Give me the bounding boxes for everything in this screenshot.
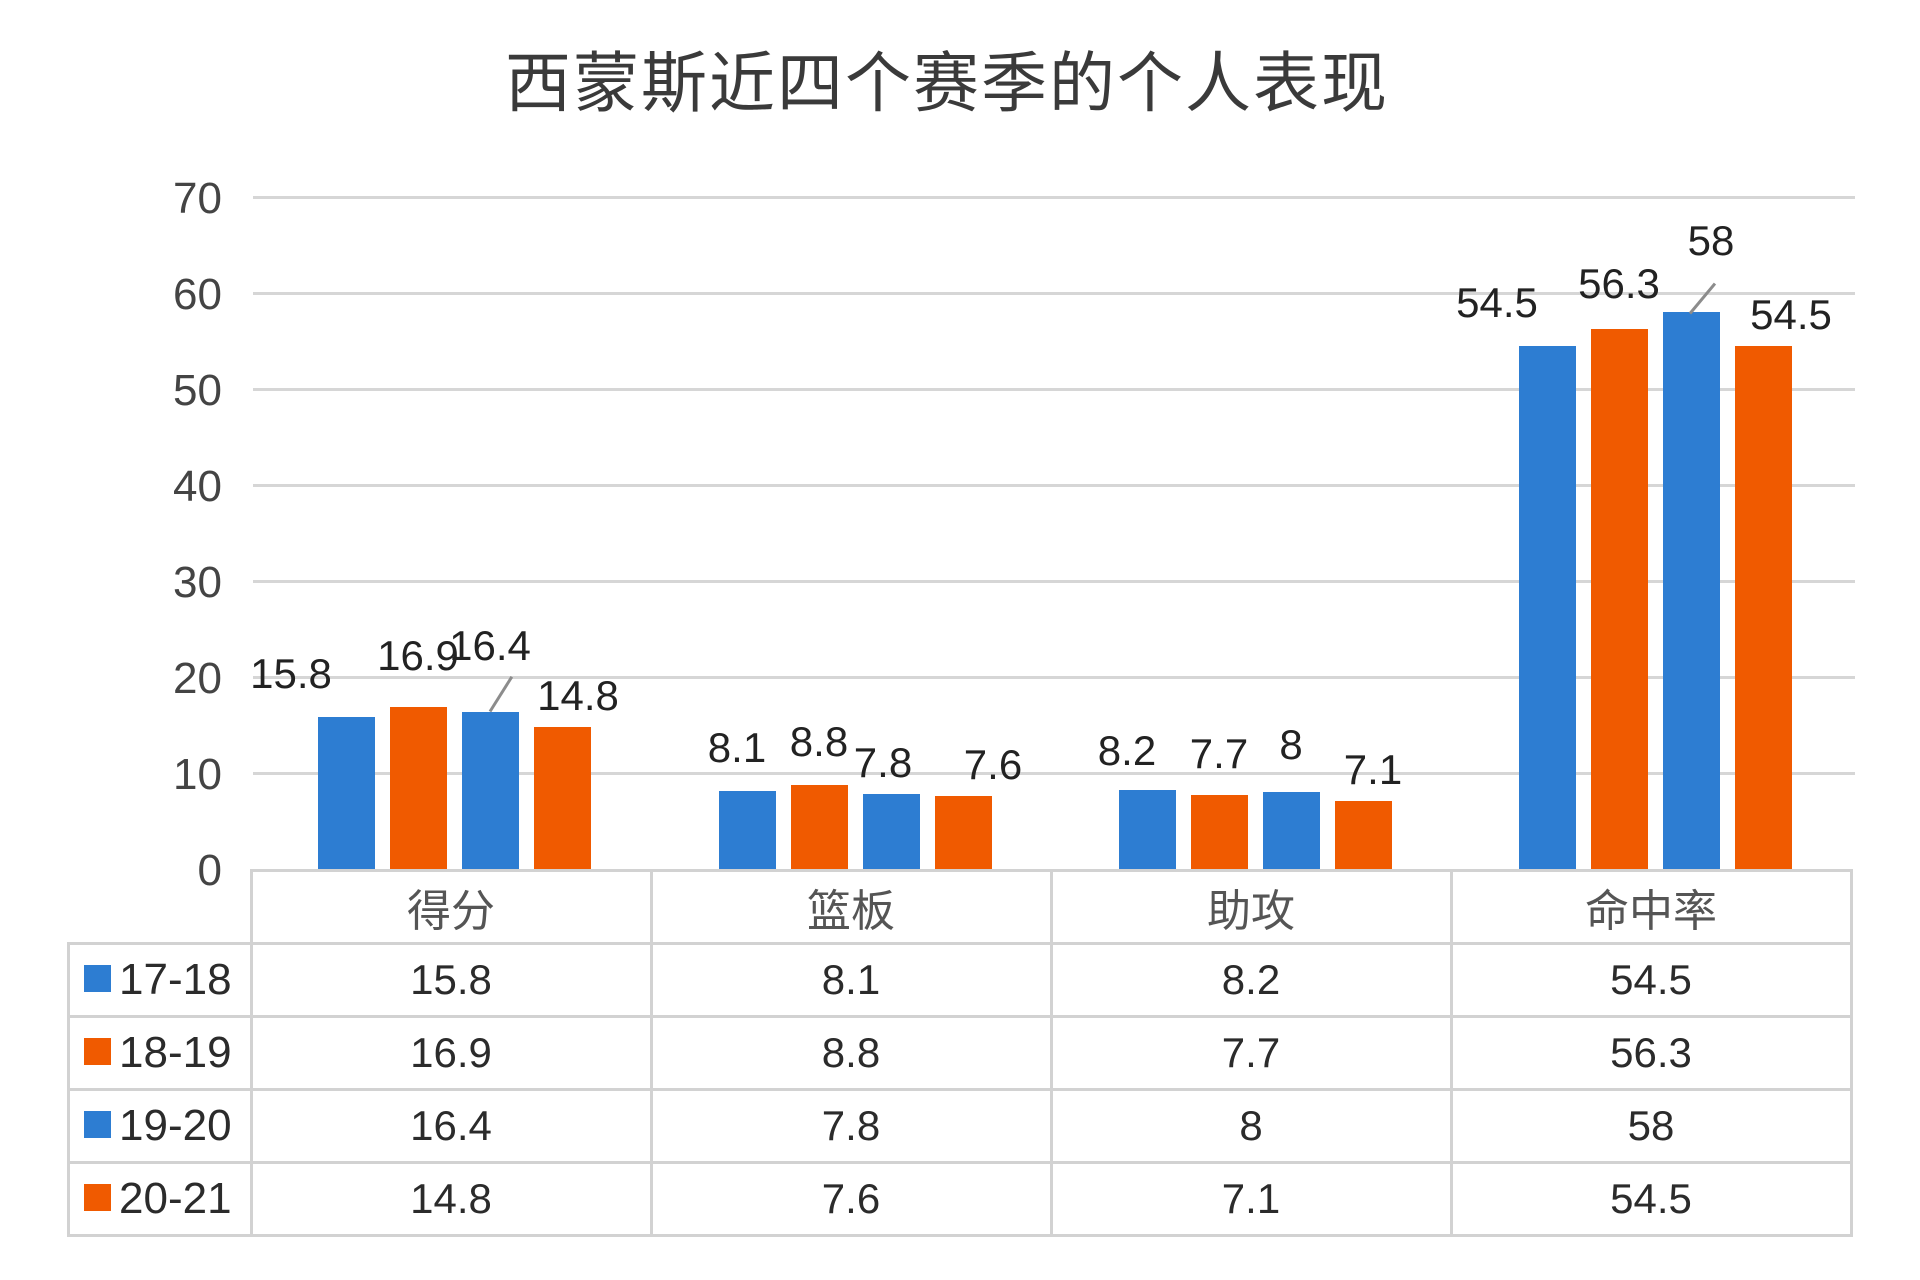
legend-swatch-icon <box>84 1184 111 1211</box>
table-header-row: 得分 篮板 助攻 命中率 <box>68 869 1853 945</box>
table-cell: 8.2 <box>1049 942 1453 1018</box>
table-cell: 15.8 <box>249 942 653 1018</box>
table-cell: 8.8 <box>649 1015 1053 1091</box>
bar-20-21-篮板 <box>934 796 992 869</box>
y-axis-tick-label: 30 <box>173 558 222 607</box>
table-cell: 54.5 <box>1449 1161 1853 1237</box>
series-name: 20-21 <box>119 1174 232 1223</box>
bar-17-18-命中率 <box>1518 345 1576 869</box>
table-cell: 7.7 <box>1049 1015 1453 1091</box>
legend-entry: 17-18 <box>67 942 253 1018</box>
category-header: 助攻 <box>1049 869 1453 945</box>
bar-18-19-篮板 <box>790 784 848 869</box>
watermark-cover <box>1490 1240 1870 1280</box>
legend-swatch-icon <box>84 1038 111 1065</box>
bar-19-20-命中率 <box>1662 312 1720 869</box>
bar-17-18-得分 <box>317 717 375 869</box>
bar-20-21-得分 <box>533 726 591 869</box>
bar-17-18-篮板 <box>718 791 776 869</box>
table-row: 19-20 16.4 7.8 8 58 <box>67 1088 1853 1164</box>
data-label: 7.8 <box>853 739 913 787</box>
series-name: 18-19 <box>119 1028 232 1077</box>
bar-17-18-助攻 <box>1118 790 1176 869</box>
data-label: 54.5 <box>1750 290 1832 338</box>
table-cell: 7.6 <box>649 1161 1053 1237</box>
data-label: 7.1 <box>1343 745 1403 793</box>
gridline <box>253 676 1855 679</box>
bar-19-20-得分 <box>461 711 519 869</box>
legend-swatch-icon <box>84 965 111 992</box>
table-cell: 8.1 <box>649 942 1053 1018</box>
legend-entry: 20-21 <box>67 1161 253 1237</box>
data-label: 8.2 <box>1097 727 1157 775</box>
table-row: 18-19 16.9 8.8 7.7 56.3 <box>67 1015 1853 1091</box>
table-cell: 16.4 <box>249 1088 653 1164</box>
bar-18-19-命中率 <box>1590 328 1648 869</box>
label-leader-line <box>1688 282 1717 315</box>
y-axis-tick-label: 40 <box>173 462 222 511</box>
gridline <box>253 196 1855 199</box>
category-header: 篮板 <box>649 869 1053 945</box>
gridline <box>253 388 1855 391</box>
data-label: 14.8 <box>537 671 619 719</box>
data-label: 8 <box>1279 721 1303 769</box>
gridline <box>253 292 1855 295</box>
data-label: 58 <box>1687 217 1735 265</box>
bar-20-21-命中率 <box>1734 345 1792 869</box>
data-label: 56.3 <box>1578 259 1660 307</box>
legend-entry: 18-19 <box>67 1015 253 1091</box>
y-axis-tick-label: 70 <box>173 174 222 223</box>
table-cell: 58 <box>1449 1088 1853 1164</box>
bar-19-20-篮板 <box>862 794 920 869</box>
table-cell: 8 <box>1049 1088 1453 1164</box>
gridline <box>253 772 1855 775</box>
bar-18-19-得分 <box>389 706 447 869</box>
data-label: 16.9 <box>377 631 459 679</box>
y-axis-tick-label: 50 <box>173 366 222 415</box>
y-axis-tick-label: 10 <box>173 750 222 799</box>
table-row: 17-18 15.8 8.1 8.2 54.5 <box>67 942 1853 1018</box>
bar-19-20-助攻 <box>1262 792 1320 869</box>
gridline <box>253 484 1855 487</box>
series-name: 17-18 <box>119 955 232 1004</box>
data-label: 15.8 <box>250 650 332 698</box>
gridline <box>253 580 1855 583</box>
table-corner <box>68 870 253 945</box>
legend-swatch-icon <box>84 1111 111 1138</box>
table-cell: 54.5 <box>1449 942 1853 1018</box>
bar-18-19-助攻 <box>1190 795 1248 869</box>
data-label: 8.8 <box>789 717 849 765</box>
data-table: 得分 篮板 助攻 命中率 17-18 15.8 8.1 8.2 54.5 18-… <box>67 869 1853 1237</box>
table-cell: 16.9 <box>249 1015 653 1091</box>
y-axis-tick-label: 20 <box>173 654 222 703</box>
chart-title: 西蒙斯近四个赛季的个人表现 <box>505 45 1389 122</box>
table-cell: 14.8 <box>249 1161 653 1237</box>
series-name: 19-20 <box>119 1101 232 1150</box>
table-row: 20-21 14.8 7.6 7.1 54.5 <box>67 1161 1853 1237</box>
table-cell: 7.1 <box>1049 1161 1453 1237</box>
table-cell: 56.3 <box>1449 1015 1853 1091</box>
data-label: 54.5 <box>1456 278 1538 326</box>
legend-entry: 19-20 <box>67 1088 253 1164</box>
label-leader-line <box>488 675 514 713</box>
y-axis-tick-label: 60 <box>173 270 222 319</box>
data-label: 16.4 <box>449 621 531 669</box>
bar-20-21-助攻 <box>1334 800 1392 869</box>
data-label: 8.1 <box>707 724 767 772</box>
data-label: 7.7 <box>1189 730 1249 778</box>
category-header: 得分 <box>249 869 653 945</box>
table-cell: 7.8 <box>649 1088 1053 1164</box>
category-header: 命中率 <box>1449 869 1853 945</box>
data-label: 7.6 <box>963 741 1023 789</box>
